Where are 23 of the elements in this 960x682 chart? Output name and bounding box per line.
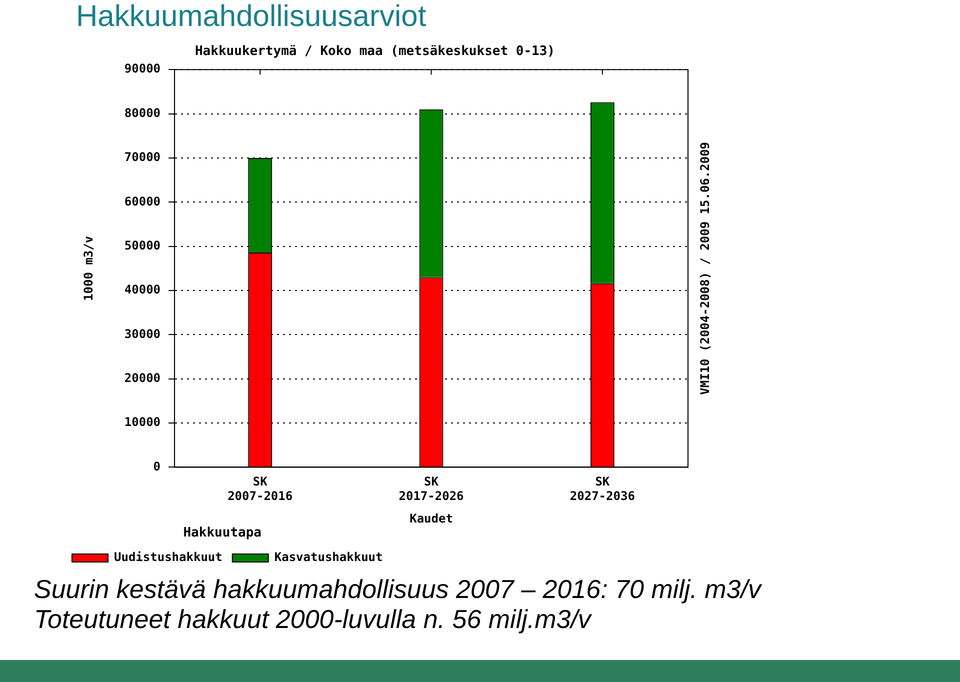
- y-tick-label: 50000: [124, 238, 161, 252]
- x-tick-label: SK 2007-2016: [228, 474, 293, 503]
- y-axis-title: 1000 m3/v: [81, 236, 96, 301]
- text: Suurin kestävä hakkuumahdollisuus 2007 – 2016: 70 milj. m3/v: [34, 574, 764, 604]
- y-tick-label: 10000: [124, 415, 161, 430]
- y-tick-label: 80000: [124, 106, 161, 120]
- y-tick-label: 70000: [124, 150, 161, 164]
- legend-title: Hakkuutapa: [183, 525, 262, 540]
- chart-title: Hakkuukertymä / Koko maa (metsäkeskukset 0-13): [194, 44, 556, 60]
- x-tick-label: SK 2017-2026: [398, 474, 464, 503]
- text: VMI10 (2004-2008) / 2009 15.06.2009: [698, 142, 712, 395]
- chart-subtitle: Hakkuumahdollisuusarviot: [76, 0, 428, 34]
- x-tick-label: SK 2027-2036: [570, 474, 635, 503]
- text: Toteutuneet hakkuut 2000-luvulla n. 56 milj.m3/v: [34, 604, 593, 634]
- legend-label: Uudistushakkuut: [114, 550, 222, 564]
- y-tick-label: 30000: [124, 326, 161, 341]
- legend-label: Kasvatushakkuut: [274, 550, 383, 564]
- y-tick-label: 60000: [124, 194, 161, 208]
- y-tick-label: 0: [153, 459, 161, 474]
- x-axis-title: Kaudet: [410, 511, 453, 526]
- y-tick-label: 40000: [124, 282, 161, 297]
- y-tick-label: 90000: [124, 62, 161, 76]
- y-tick-label: 20000: [124, 370, 161, 385]
